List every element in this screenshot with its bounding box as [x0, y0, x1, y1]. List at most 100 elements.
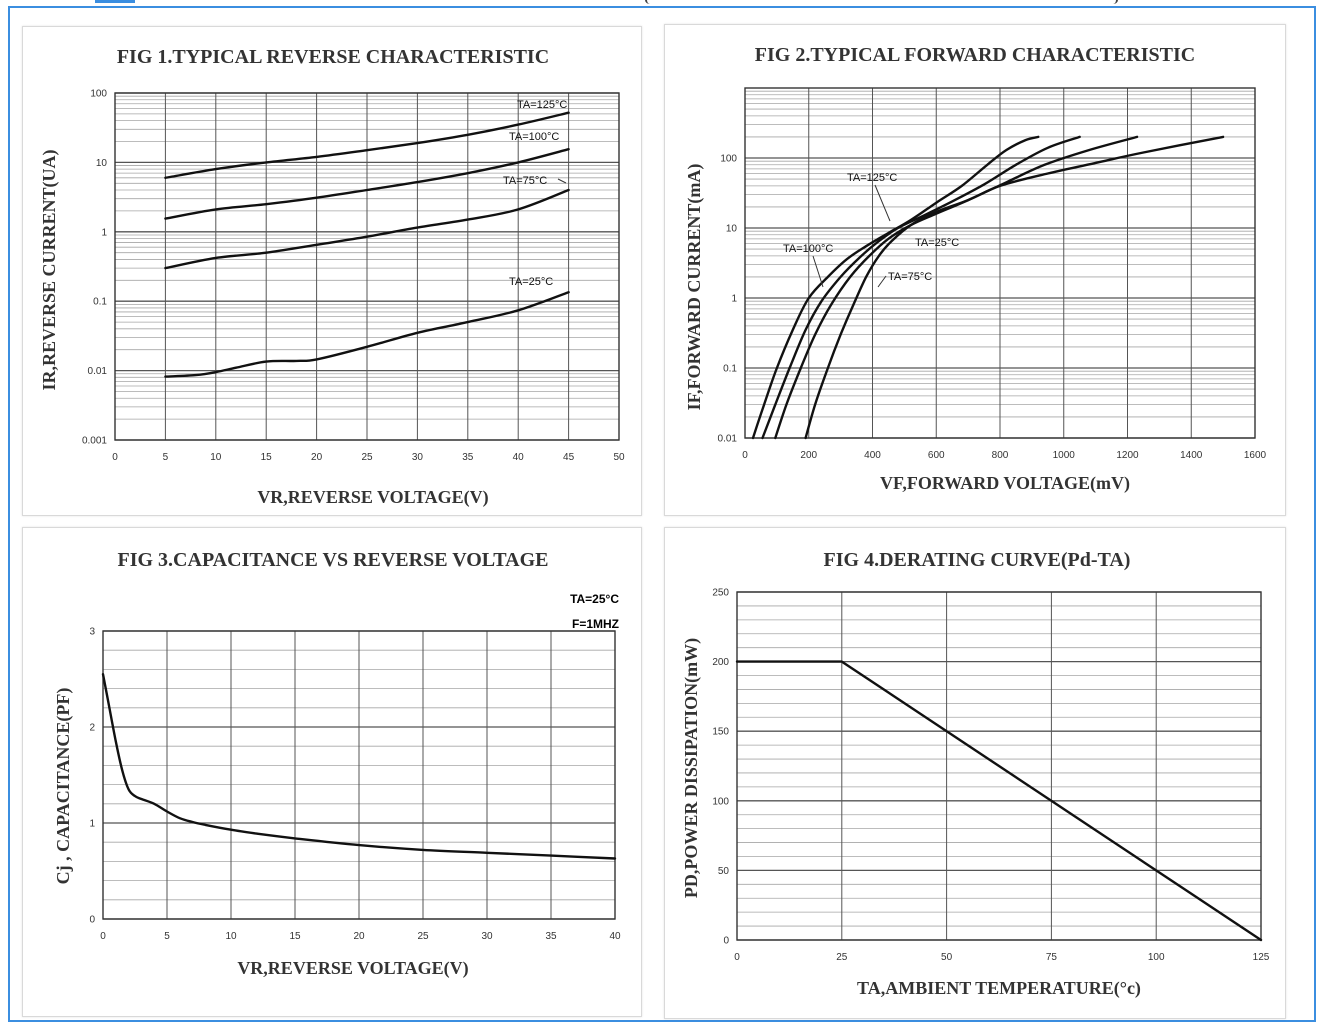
fig1-y-tick-label: 100 — [90, 89, 107, 100]
fig3-x-tick-label: 25 — [417, 931, 429, 942]
fig2-y-tick-label: 10 — [726, 224, 738, 235]
fig3-y-tick-label: 3 — [89, 627, 95, 638]
fig4-y-tick-label: 0 — [723, 936, 729, 947]
fig1-x-tick-label: 40 — [513, 452, 525, 463]
fig4-x-tick-label: 25 — [836, 952, 848, 963]
fig3-x-tick-label: 5 — [164, 931, 170, 942]
fig2-y-tick-label: 0.01 — [718, 434, 738, 445]
fig4-series-line-1 — [735, 660, 1263, 942]
fig1-x-tick-label: 35 — [462, 452, 474, 463]
fig1-series-line-3 — [164, 188, 570, 270]
fig4-y-tick-label: 50 — [718, 866, 730, 877]
cropped-parenthesis-left — [645, 0, 655, 4]
fig4-x-tick-label: 0 — [734, 952, 740, 963]
fig1-x-tick-label: 45 — [563, 452, 575, 463]
fig3-annotation-temperature: TA=25°C — [570, 592, 619, 606]
fig1-series-line-4 — [164, 291, 570, 378]
fig4-plot-border — [736, 591, 1262, 941]
fig1-x-tick-label: 25 — [361, 452, 373, 463]
fig2-x-tick-label: 200 — [800, 450, 817, 461]
fig1-y-axis-label: IR,REVERSE CURRENT(UA) — [39, 149, 60, 390]
fig1-series-line-2 — [164, 148, 570, 220]
fig2-series-line-1 — [751, 135, 1040, 440]
fig3-x-tick-label: 40 — [609, 931, 621, 942]
fig2-series-label: TA=125°C — [847, 172, 897, 184]
fig3-y-tick-label: 0 — [89, 915, 95, 926]
fig2-series-line-3 — [774, 135, 1139, 440]
fig1-y-tick-label: 0.001 — [82, 436, 107, 447]
fig2-label-leader — [812, 255, 824, 288]
fig4-y-tick-label: 100 — [712, 796, 729, 807]
fig3-annotation-frequency: F=1MHZ — [572, 617, 619, 631]
fig3-x-tick-label: 15 — [289, 931, 301, 942]
cropped-parenthesis-right — [1108, 0, 1118, 4]
fig1-x-tick-label: 0 — [112, 452, 118, 463]
cropped-heading-fragment — [95, 0, 135, 3]
fig1-y-tick-label: 10 — [96, 158, 108, 169]
fig2-series-label: TA=25°C — [915, 237, 959, 249]
fig4-x-tick-label: 125 — [1253, 952, 1270, 963]
fig1-series-label: TA=100°C — [509, 131, 559, 143]
fig3-plot-border — [102, 630, 616, 920]
fig3-x-tick-label: 30 — [481, 931, 493, 942]
fig4-y-axis-label: PD,POWER DISSIPATION(mW) — [681, 638, 702, 898]
fig1-title: FIG 1.TYPICAL REVERSE CHARACTERISTIC — [117, 46, 549, 68]
fig2-plot-border — [744, 87, 1256, 439]
fig3-x-tick-label: 35 — [545, 931, 557, 942]
fig4-y-tick-label: 250 — [712, 588, 729, 599]
fig1-x-tick-label: 15 — [261, 452, 273, 463]
fig2-series-label: TA=75°C — [888, 271, 932, 283]
fig1-x-tick-label: 10 — [210, 452, 222, 463]
fig3-x-axis-label: VR,REVERSE VOLTAGE(V) — [237, 958, 468, 979]
fig1-x-tick-label: 50 — [613, 452, 625, 463]
fig4-y-tick-label: 200 — [712, 657, 729, 668]
fig1-x-tick-label: 30 — [412, 452, 424, 463]
fig1-series-label: TA=75°C — [503, 175, 547, 187]
fig2-y-tick-label: 1 — [731, 294, 737, 305]
fig4-x-tick-label: 50 — [941, 952, 953, 963]
fig3-series-line-1 — [101, 673, 617, 860]
fig1-x-tick-label: 20 — [311, 452, 323, 463]
fig2-x-tick-label: 400 — [864, 450, 881, 461]
fig2-y-tick-label: 0.1 — [723, 364, 737, 375]
fig3-panel: FIG 3.CAPACITANCE VS REVERSE VOLTAGE 0 1 2… — [22, 527, 642, 1017]
fig2-series-line-4 — [804, 135, 1225, 440]
fig1-series-label: TA=125°C — [517, 99, 567, 111]
fig3-x-tick-label: 0 — [100, 931, 106, 942]
fig1-series-label: TA=25°C — [509, 276, 553, 288]
fig2-x-tick-label: 1400 — [1180, 450, 1203, 461]
fig4-x-tick-label: 75 — [1046, 952, 1058, 963]
fig2-x-tick-label: 1600 — [1244, 450, 1267, 461]
fig2-x-tick-label: 1000 — [1053, 450, 1076, 461]
fig1-label-leader — [557, 178, 567, 184]
fig2-x-tick-label: 600 — [928, 450, 945, 461]
fig2-title: FIG 2.TYPICAL FORWARD CHARACTERISTIC — [755, 44, 1195, 66]
fig3-y-tick-label: 1 — [89, 819, 95, 830]
fig2-x-tick-label: 0 — [742, 450, 748, 461]
cropped-header-strip — [0, 0, 1319, 4]
fig3-chart: FIG 3.CAPACITANCE VS REVERSE VOLTAGE 0 1 2… — [53, 549, 621, 979]
fig3-x-tick-label: 20 — [353, 931, 365, 942]
fig4-y-tick-label: 150 — [712, 727, 729, 738]
fig4-x-tick-label: 100 — [1148, 952, 1165, 963]
fig4-title: FIG 4.DERATING CURVE(Pd-TA) — [824, 549, 1131, 571]
fig3-y-axis-label: Cj , CAPACITANCE(PF) — [53, 688, 74, 885]
fig2-panel: FIG 2.TYPICAL FORWARD CHARACTERISTIC 0.0… — [664, 24, 1286, 516]
fig4-panel: FIG 4.DERATING CURVE(Pd-TA) 0 50 100 150 200… — [664, 527, 1286, 1019]
fig2-series-label: TA=100°C — [783, 243, 833, 255]
fig1-x-tick-label: 5 — [163, 452, 169, 463]
fig3-y-tick-label: 2 — [89, 723, 95, 734]
fig1-plot-border — [114, 92, 620, 441]
fig2-series-line-2 — [761, 135, 1081, 440]
fig3-title: FIG 3.CAPACITANCE VS REVERSE VOLTAGE — [118, 549, 549, 571]
fig2-y-tick-label: 100 — [720, 154, 737, 165]
fig2-x-axis-label: VF,FORWARD VOLTAGE(mV) — [880, 473, 1130, 494]
fig1-y-tick-label: 0.1 — [93, 297, 107, 308]
fig2-x-tick-label: 1200 — [1116, 450, 1139, 461]
fig2-x-tick-label: 800 — [992, 450, 1009, 461]
fig1-x-axis-label: VR,REVERSE VOLTAGE(V) — [257, 487, 488, 508]
fig2-chart: FIG 2.TYPICAL FORWARD CHARACTERISTIC 0.0… — [684, 44, 1267, 494]
fig1-panel: FIG 1.TYPICAL REVERSE CHARACTERISTIC 0.0… — [22, 26, 642, 516]
fig2-label-leader — [874, 184, 891, 222]
fig1-series-line-1 — [164, 111, 570, 179]
